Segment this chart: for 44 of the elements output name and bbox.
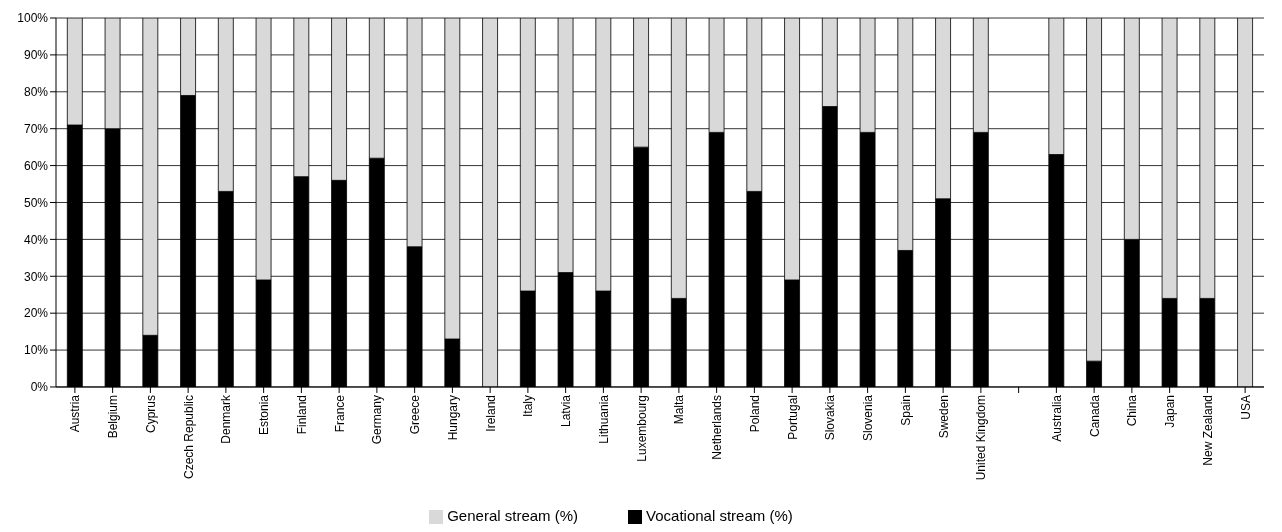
x-tick-label: Luxembourg xyxy=(634,394,649,462)
x-tick-label: Belgium xyxy=(106,394,121,439)
x-tick-label: Spain xyxy=(898,394,913,426)
y-tick-label: 30% xyxy=(23,269,49,284)
x-tick-label: France xyxy=(332,394,347,433)
x-tick-label: Greece xyxy=(408,394,423,435)
x-tick-label: Germany xyxy=(370,394,385,445)
x-tick-label: Poland xyxy=(747,394,762,433)
y-tick-label: 0% xyxy=(30,380,49,395)
x-tick-label: Slovenia xyxy=(861,394,876,441)
y-tick-label: 100% xyxy=(17,11,49,26)
x-tick-label: Ireland xyxy=(483,394,498,432)
x-tick-label: Sweden xyxy=(936,394,951,439)
x-tick-label: Slovakia xyxy=(823,394,838,441)
x-tick-label: Denmark xyxy=(219,393,234,444)
x-tick-label: Netherlands xyxy=(710,394,725,460)
x-tick-label: USA xyxy=(1238,394,1253,420)
x-tick-label: Cyprus xyxy=(143,394,158,433)
x-tick-label: China xyxy=(1125,394,1140,427)
x-tick-label: Japan xyxy=(1163,394,1178,428)
x-tick-label: Austria xyxy=(68,394,83,433)
x-tick-label: Malta xyxy=(672,394,687,425)
x-tick-label: New Zealand xyxy=(1200,394,1215,466)
legend-label: General stream (%) xyxy=(447,506,579,524)
x-tick-label: Lithuania xyxy=(596,394,611,444)
x-tick-label: Czech Republic xyxy=(181,394,196,480)
x-tick-label: United Kingdom xyxy=(974,394,989,481)
x-tick-label: Latvia xyxy=(559,394,574,427)
y-tick-label: 10% xyxy=(23,343,49,358)
y-tick-label: 20% xyxy=(23,306,49,321)
x-tick-label: Australia xyxy=(1049,394,1064,442)
y-tick-label: 90% xyxy=(23,48,49,63)
y-tick-label: 70% xyxy=(23,121,49,136)
y-tick-label: 80% xyxy=(23,85,49,100)
y-tick-label: 50% xyxy=(23,195,49,210)
x-tick-label: Portugal xyxy=(785,394,800,440)
x-tick-label: Canada xyxy=(1087,394,1102,438)
y-tick-label: 40% xyxy=(23,232,49,247)
legend-label: Vocational stream (%) xyxy=(646,506,793,524)
y-tick-label: 60% xyxy=(23,158,49,173)
x-tick-label: Italy xyxy=(521,394,536,417)
x-tick-label: Hungary xyxy=(445,394,460,441)
x-tick-label: Finland xyxy=(294,394,309,435)
x-tick-label: Estonia xyxy=(257,394,272,435)
